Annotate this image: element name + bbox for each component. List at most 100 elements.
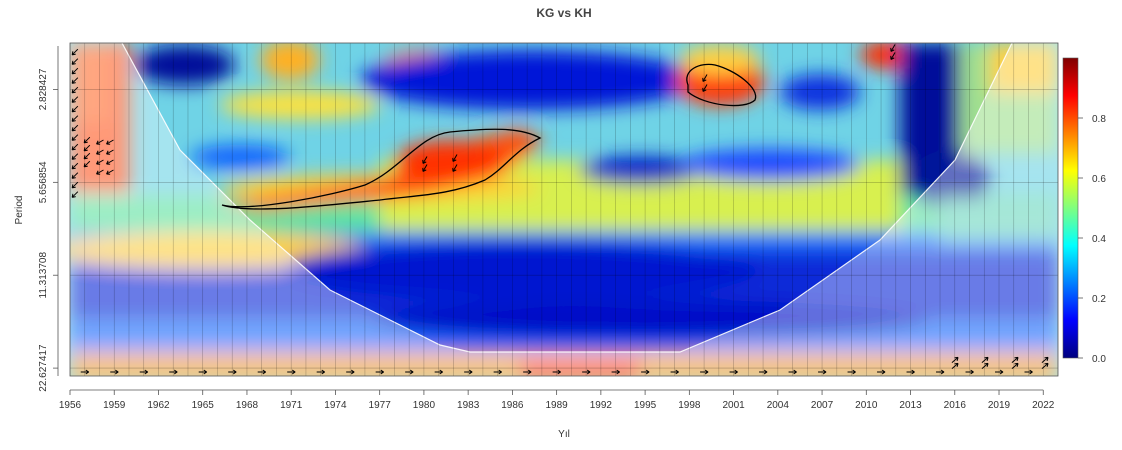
y-tick-label: 5.656854 [38,161,49,203]
phase-arrow [611,369,620,375]
x-tick-label: 1977 [369,400,392,411]
phase-arrow [71,172,79,179]
phase-arrow [71,153,79,160]
phase-arrow [96,149,104,155]
phase-arrow [316,369,325,375]
phase-arrow [452,154,458,162]
phase-arrow [228,369,237,375]
x-tick-label: 1986 [501,400,524,411]
phase-arrow [83,144,91,152]
phase-arrow [96,169,104,175]
phase-arrow [71,67,79,75]
phase-arrow [106,159,114,165]
colorbar-tick-label: 0.0 [1092,354,1106,365]
phase-arrow [106,139,114,145]
phase-arrow [71,86,79,94]
phase-arrow [906,369,915,375]
phase-arrow [523,369,532,375]
phase-arrow [110,369,119,375]
phase-arrow [257,369,266,375]
phase-arrow [71,162,79,170]
phase-arrow [1011,356,1019,363]
phase-arrow [375,369,384,375]
colorbar-tick-label: 0.6 [1092,174,1106,185]
phase-arrow [981,356,989,363]
colorbar-tick-label: 0.4 [1092,234,1106,245]
phase-arrow [582,369,591,375]
cone-of-influence [70,43,1058,376]
phase-arrow [71,105,79,113]
chart-title: KG vs KH [536,6,591,20]
x-tick-label: 2010 [855,400,878,411]
phase-arrow [1041,356,1049,363]
phase-arrow [346,369,355,375]
phase-arrow [847,369,856,375]
phase-arrow [71,96,79,103]
colorbar-ticks: 0.0 0.2 0.4 0.6 0.8 [1078,114,1106,365]
phase-arrow [83,160,91,168]
phase-arrow [106,149,114,155]
phase-arrow [434,369,443,375]
phase-arrow [759,369,768,375]
phase-arrow [71,191,79,198]
x-tick-label: 2013 [899,400,922,411]
plot-frame [69,42,1059,377]
colorbar [1062,57,1079,359]
x-tick-label: 2016 [944,400,967,411]
phase-arrow [405,369,414,375]
phase-arrow [96,159,104,165]
phase-arrow [139,369,149,375]
x-tick-label: 2001 [722,400,745,411]
phase-arrow [951,362,959,369]
x-tick-label: 2019 [988,400,1011,411]
x-tick-label: 2004 [767,400,790,411]
phase-arrow [80,369,90,375]
phase-arrow [71,115,79,122]
phase-arrow [71,134,79,141]
phase-arrow [818,369,827,375]
x-tick-label: 2007 [811,400,834,411]
phase-arrow [877,369,886,375]
phase-arrow [83,152,91,160]
phase-arrow [702,84,708,92]
phase-arrow [422,164,428,172]
x-tick-label: 2022 [1032,400,1055,411]
phase-arrow [670,369,679,375]
phase-arrow [641,369,650,375]
x-tick-label: 1974 [324,400,347,411]
phase-arrow [169,369,178,375]
phase-arrow [702,74,708,82]
year-gridlines [70,43,1058,376]
x-axis-title: Yıl [558,429,570,440]
phase-arrow [951,356,959,363]
phase-arrow [788,369,797,375]
cone-boundary [121,43,1013,353]
phase-arrow [464,369,473,375]
colorbar-tick-label: 0.2 [1092,294,1106,305]
phase-arrow [71,124,79,132]
phase-arrow [965,369,974,375]
phase-arrow [981,362,989,369]
phase-arrow [452,164,458,172]
phase-arrow [83,136,91,144]
phase-arrow [493,369,502,375]
phase-arrow [71,58,79,65]
x-tick-label: 1968 [236,400,259,411]
y-tick-label: 11.313708 [38,252,49,299]
phase-arrow [71,77,79,84]
phase-arrow [287,369,296,375]
x-tick-label: 1956 [59,400,82,411]
significance-contour [686,63,757,107]
x-tick-label: 1959 [103,400,126,411]
x-tick-label: 1995 [634,400,657,411]
phase-arrow [936,369,945,375]
phase-arrow [422,156,428,164]
y-axis-title: Period [14,196,25,225]
x-tick-label: 1971 [280,400,303,411]
x-tick-label: 1992 [590,400,613,411]
phase-arrow [71,181,79,189]
phase-arrow [1011,362,1019,369]
phase-arrow [71,143,79,151]
phase-arrow [1024,369,1033,375]
